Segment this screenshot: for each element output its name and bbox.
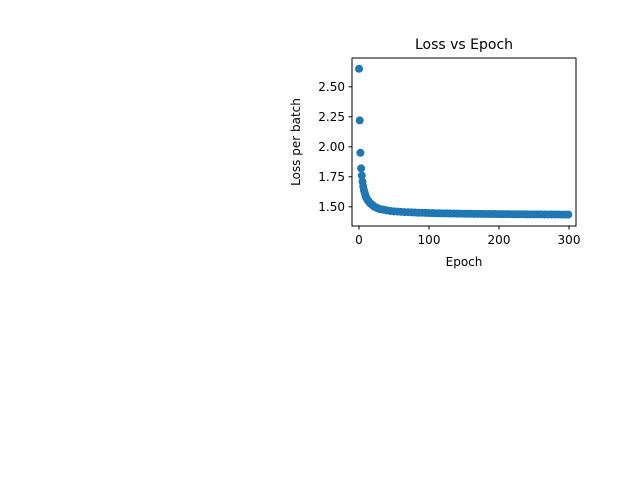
data-point — [356, 148, 365, 157]
data-point — [355, 116, 364, 125]
y-axis-label: Loss per batch — [289, 98, 303, 186]
x-tick-label: 200 — [488, 233, 511, 247]
plot-frame — [351, 57, 577, 227]
y-tick-label: 2.50 — [318, 80, 345, 94]
x-tick-label: 0 — [355, 233, 363, 247]
y-tick-label: 1.75 — [318, 170, 345, 184]
data-point — [357, 164, 366, 173]
y-axis: 1.50 1.75 2.00 2.25 2.50 — [318, 80, 352, 214]
x-tick-label: 100 — [418, 233, 441, 247]
chart-title: Loss vs Epoch — [415, 37, 513, 53]
x-axis: 0 100 200 300 — [355, 226, 580, 247]
x-axis-label: Epoch — [446, 255, 483, 269]
x-tick-label: 300 — [558, 233, 581, 247]
data-point — [357, 171, 366, 180]
y-tick-label: 2.00 — [318, 140, 345, 154]
y-tick-label: 1.50 — [318, 200, 345, 214]
data-points — [355, 64, 573, 219]
data-point — [564, 210, 573, 219]
y-tick-label: 2.25 — [318, 110, 345, 124]
data-point — [355, 64, 363, 73]
